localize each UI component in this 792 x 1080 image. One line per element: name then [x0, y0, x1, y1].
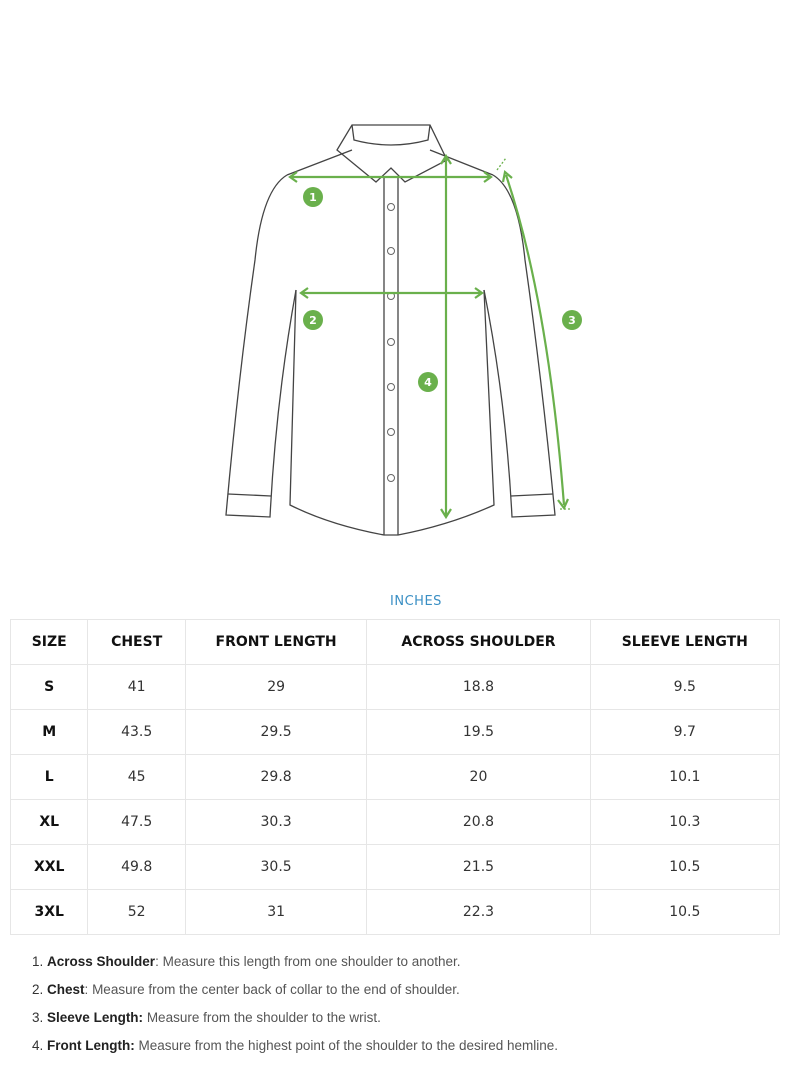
table-row: L 45 29.8 20 10.1: [9, 754, 781, 800]
value-cell: 31: [184, 889, 368, 935]
note-num: 3.: [32, 1010, 44, 1025]
size-cell: 3XL: [9, 889, 89, 935]
marker-circle: [303, 310, 323, 330]
table-row: S 41 29 18.8 9.5: [9, 664, 781, 710]
column-header: CHEST: [87, 619, 186, 665]
shirt-diagram: 1 2 3 4: [225, 124, 582, 536]
marker-number: 3: [568, 314, 576, 327]
note-num: 1.: [32, 954, 44, 969]
button-dot: [387, 474, 395, 482]
table-row: XXL 49.8 30.5 21.5 10.5: [9, 844, 781, 890]
value-cell: 10.5: [589, 889, 781, 935]
value-cell: 52: [87, 889, 186, 935]
table-row: M 43.5 29.5 19.5 9.7: [9, 709, 781, 755]
button-dot: [387, 338, 395, 346]
column-header: SLEEVE LENGTH: [589, 619, 781, 665]
value-cell: 45: [87, 754, 186, 800]
measure-sleeve-length: [501, 169, 570, 511]
value-cell: 30.3: [184, 799, 368, 845]
note-text: Measure from the center back of collar t…: [88, 982, 460, 997]
unit-label: INCHES: [390, 594, 442, 609]
value-cell: 9.5: [589, 664, 781, 710]
note-item: 1. Across Shoulder: Measure this length …: [32, 954, 558, 982]
table-row: 3XL 52 31 22.3 10.5: [9, 889, 781, 935]
collar: [336, 124, 448, 183]
note-sep: :: [155, 954, 159, 969]
value-cell: 21.5: [366, 844, 591, 890]
measure-chest: [299, 287, 484, 299]
note-text: Measure from the shoulder to the wrist.: [143, 1010, 381, 1025]
left-sleeve: [225, 174, 297, 518]
value-cell: 30.5: [184, 844, 368, 890]
size-cell: S: [9, 664, 89, 710]
value-cell: 29.5: [184, 709, 368, 755]
button-dot: [387, 383, 395, 391]
button-dot: [387, 203, 395, 211]
placket: [383, 178, 399, 535]
column-header: SIZE: [9, 619, 89, 665]
marker-number: 4: [424, 376, 432, 389]
value-cell: 19.5: [366, 709, 591, 755]
note-item: 4. Front Length: Measure from the highes…: [32, 1038, 558, 1066]
note-text: Measure from the highest point of the sh…: [134, 1038, 559, 1053]
measure-front-length: [440, 153, 452, 520]
value-cell: 10.1: [589, 754, 781, 800]
note-term: Sleeve Length:: [47, 1010, 144, 1025]
value-cell: 29.8: [184, 754, 368, 800]
button-dot: [387, 428, 395, 436]
column-header: ACROSS SHOULDER: [366, 619, 591, 665]
note-term: Chest: [47, 982, 85, 997]
note-text: Measure this length from one shoulder to…: [158, 954, 461, 969]
note-num: 2.: [32, 982, 44, 997]
measure-across-shoulder: [288, 171, 493, 183]
size-chart-table: SIZE CHEST FRONT LENGTH ACROSS SHOULDER SLEE…: [9, 619, 781, 935]
note-term: Front Length:: [47, 1038, 135, 1053]
note-sep: :: [84, 982, 89, 997]
note-item: 3. Sleeve Length: Measure from the shoul…: [32, 1010, 558, 1038]
value-cell: 49.8: [87, 844, 186, 890]
marker-circle: [303, 187, 323, 207]
value-cell: 10.3: [589, 799, 781, 845]
marker-circle: [562, 310, 582, 330]
table-header-row: SIZE CHEST FRONT LENGTH ACROSS SHOULDER SLEE…: [9, 619, 781, 665]
size-cell: XXL: [9, 844, 89, 890]
value-cell: 20.8: [366, 799, 591, 845]
value-cell: 10.5: [589, 844, 781, 890]
size-cell: M: [9, 709, 89, 755]
note-num: 4.: [32, 1038, 44, 1053]
marker-number: 2: [309, 314, 317, 327]
marker-number: 1: [309, 191, 317, 204]
value-cell: 9.7: [589, 709, 781, 755]
button-dot: [387, 247, 395, 255]
note-item: 2. Chest: Measure from the center back o…: [32, 982, 558, 1010]
measurement-notes: 1. Across Shoulder: Measure this length …: [32, 954, 558, 1066]
right-sleeve: [483, 174, 556, 518]
value-cell: 29: [184, 664, 368, 710]
value-cell: 20: [366, 754, 591, 800]
value-cell: 18.8: [366, 664, 591, 710]
size-cell: XL: [9, 799, 89, 845]
size-cell: L: [9, 754, 89, 800]
note-term: Across Shoulder: [47, 954, 156, 969]
value-cell: 43.5: [87, 709, 186, 755]
value-cell: 41: [87, 664, 186, 710]
marker-circle: [418, 372, 438, 392]
table-row: XL 47.5 30.3 20.8 10.3: [9, 799, 781, 845]
column-header: FRONT LENGTH: [184, 619, 368, 665]
value-cell: 47.5: [87, 799, 186, 845]
value-cell: 22.3: [366, 889, 591, 935]
